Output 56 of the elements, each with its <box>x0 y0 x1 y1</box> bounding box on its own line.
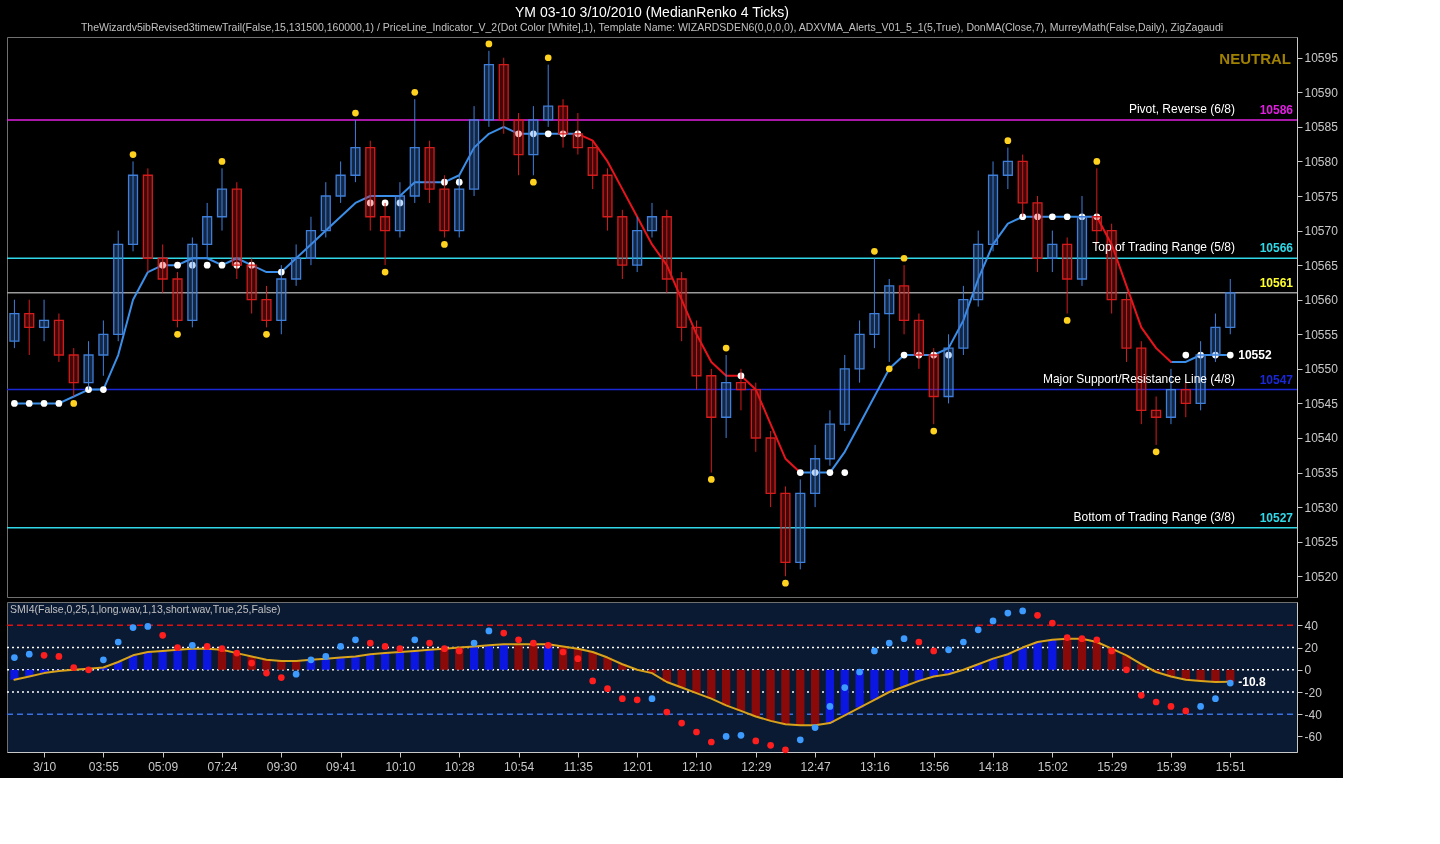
x-tick-label: 15:51 <box>1215 759 1247 774</box>
annotation: 10547 <box>1259 372 1294 387</box>
x-tick-label: 15:39 <box>1156 759 1187 774</box>
y-tick-label: 10520 <box>1304 569 1339 584</box>
x-tick-label: 03:55 <box>88 759 120 774</box>
y-tick-label: -60 <box>1304 729 1323 744</box>
y-tick-label: 10525 <box>1304 535 1339 550</box>
y-tick-label: 10540 <box>1304 431 1339 446</box>
y-tick-label: -40 <box>1304 707 1323 722</box>
annotation: 10566 <box>1259 241 1294 256</box>
x-tick-label: 12:29 <box>741 759 772 774</box>
x-tick-label: 14:18 <box>978 759 1009 774</box>
x-tick-label: 15:29 <box>1097 759 1128 774</box>
y-tick-label: 10550 <box>1304 362 1339 377</box>
annotation: 10586 <box>1259 102 1294 117</box>
x-tick-label: 10:54 <box>504 759 535 774</box>
annotation: 10561 <box>1259 275 1294 290</box>
x-tick-label: 12:10 <box>681 759 713 774</box>
annotation: 10552 <box>1238 348 1272 363</box>
chart-title: SMI4(False,0,25,1,long.wav,1,13,short.wav,True,25,False) <box>10 603 281 615</box>
ref-line-label: Bottom of Trading Range (3/8) <box>1073 509 1235 524</box>
y-tick-label: 10560 <box>1304 293 1339 308</box>
x-tick-label: 13:16 <box>859 759 891 774</box>
x-tick-label: 15:02 <box>1037 759 1069 774</box>
x-tick-label: 09:30 <box>266 759 298 774</box>
annotation: 10527 <box>1259 510 1294 525</box>
y-tick-label: 10580 <box>1304 154 1339 169</box>
annotation: -10.8 <box>1238 674 1266 689</box>
chart-subtitle: TheWizardv5ibRevised3timewTrail(False,15,131500,160000,1) / PriceLine_Indicator_V_2(Dot Color [White],1), Template Name: WIZARDSDEN6(0,0,0,0), ADXVMA_Alerts_V01_5_1(5,True), DonMA(Close,7), MurreyMath(False,Daily), ZigZagaudi <box>80 20 1224 33</box>
y-tick-label: 40 <box>1304 618 1319 633</box>
x-tick-label: 10:28 <box>444 759 476 774</box>
y-tick-label: 10570 <box>1304 224 1339 239</box>
y-tick-label: 10590 <box>1304 85 1339 100</box>
x-tick-label: 07:24 <box>207 759 238 774</box>
y-tick-label: 0 <box>1304 663 1312 678</box>
y-tick-label: -20 <box>1304 685 1323 700</box>
y-tick-label: 10545 <box>1304 396 1339 411</box>
ref-line-label: Pivot, Reverse (6/8) <box>1128 101 1235 116</box>
x-tick-label: 09:41 <box>326 759 357 774</box>
y-tick-label: 10565 <box>1304 258 1339 273</box>
x-tick-label: 13:56 <box>919 759 950 774</box>
y-tick-label: 10530 <box>1304 500 1339 515</box>
x-tick-label: 05:09 <box>148 759 179 774</box>
annotation: NEUTRAL <box>1219 50 1291 67</box>
y-tick-label: 10595 <box>1304 51 1339 66</box>
x-tick-label: 11:35 <box>563 759 594 774</box>
x-tick-label: 12:01 <box>622 759 654 774</box>
y-tick-label: 20 <box>1304 641 1319 656</box>
y-tick-label: 10585 <box>1304 120 1339 135</box>
y-tick-label: 10555 <box>1304 327 1339 342</box>
y-tick-label: 10575 <box>1304 189 1339 204</box>
x-tick-label: 12:47 <box>800 759 831 774</box>
y-tick-label: 10535 <box>1304 466 1339 481</box>
x-tick-label: 3/10 <box>32 759 57 774</box>
x-tick-label: 10:10 <box>385 759 416 774</box>
chart-title: YM 03-10 3/10/2010 (MedianRenko 4 Ticks) <box>515 3 789 20</box>
